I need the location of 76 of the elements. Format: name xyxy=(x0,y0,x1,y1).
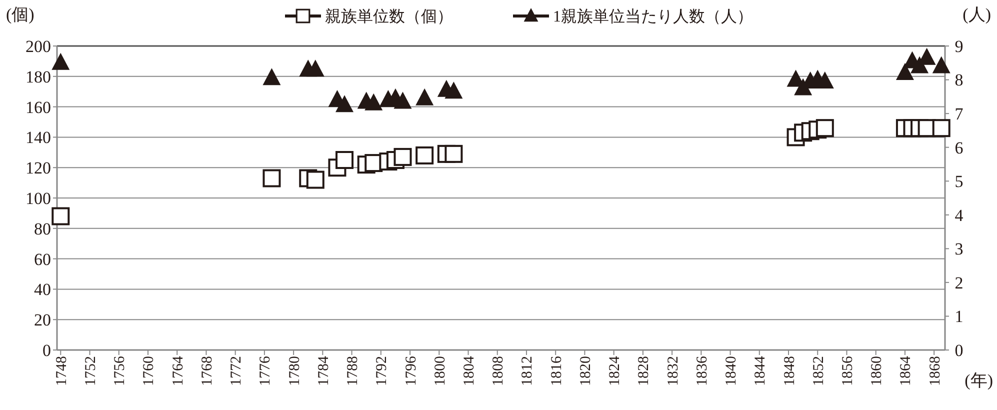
x-tick-label: 1772 xyxy=(228,356,245,386)
y-tick-label: 160 xyxy=(26,98,51,117)
x-tick-label: 1792 xyxy=(374,356,390,386)
x-tick-label: 1780 xyxy=(286,356,303,386)
x-tick-label: 1832 xyxy=(665,356,682,386)
y-tick-label: 40 xyxy=(34,280,51,300)
y2-tick-label: 4 xyxy=(954,206,964,225)
point xyxy=(444,82,463,99)
x-tick-label: 1848 xyxy=(782,356,798,386)
y2-tick-label: 7 xyxy=(954,104,964,124)
point xyxy=(336,151,354,169)
y2-tick-label: 1 xyxy=(954,307,964,326)
x-tick-label: 1820 xyxy=(578,356,594,386)
point xyxy=(262,68,281,86)
x-tick-label: 1808 xyxy=(490,356,507,386)
y-tick-label: 200 xyxy=(26,36,51,56)
y2-tick-label: 3 xyxy=(954,240,964,259)
point xyxy=(52,52,70,70)
point xyxy=(394,148,412,166)
x-tick-label: 1796 xyxy=(403,356,420,386)
y2-tick-label: 6 xyxy=(954,138,964,158)
x-tick-label: 1760 xyxy=(141,356,158,386)
point xyxy=(394,92,412,109)
point xyxy=(932,56,950,74)
x-tick-label: 1756 xyxy=(112,356,128,386)
point xyxy=(364,93,383,110)
x-tick-label: 1852 xyxy=(810,356,827,386)
point xyxy=(52,207,70,226)
legend-label: 1親族単位当たり人数（人） xyxy=(553,8,753,26)
x-tick-label: 1768 xyxy=(199,356,216,386)
point xyxy=(306,170,324,189)
y-tick-label: 0 xyxy=(42,340,51,360)
y-tick-label: 60 xyxy=(34,250,51,269)
y2-tick-label: 8 xyxy=(954,70,964,90)
x-tick-label: 1788 xyxy=(345,356,362,386)
x-tick-label: 1752 xyxy=(83,356,100,386)
y2-tick-label: 9 xyxy=(954,36,964,56)
y-tick-label: 140 xyxy=(26,128,51,148)
x-tick-label: 1800 xyxy=(432,356,448,386)
point xyxy=(416,88,434,106)
x-axis-title: (年) xyxy=(964,371,993,390)
legend-label: 親族単位数（個） xyxy=(325,8,453,26)
point xyxy=(262,169,281,188)
y2-tick-label: 0 xyxy=(954,340,964,360)
y-tick-label: 120 xyxy=(26,158,51,178)
x-tick-label: 1824 xyxy=(607,356,624,386)
y-tick-label: 20 xyxy=(34,310,51,330)
x-tick-label: 1764 xyxy=(170,356,186,386)
point xyxy=(444,144,463,163)
x-tick-label: 1816 xyxy=(548,356,565,386)
y-tick-label: 80 xyxy=(34,219,51,238)
point xyxy=(896,63,914,80)
x-tick-label: 1856 xyxy=(840,356,856,386)
y-tick-label: 100 xyxy=(26,188,51,208)
y-axis-title: (個) xyxy=(6,5,34,24)
y2-tick-label: 5 xyxy=(954,172,964,192)
point xyxy=(306,60,324,77)
x-tick-label: 1784 xyxy=(316,356,332,386)
x-tick-label: 1840 xyxy=(724,356,740,386)
x-tick-label: 1860 xyxy=(869,356,886,386)
y-tick-label: 180 xyxy=(26,67,51,86)
point xyxy=(416,146,434,164)
x-tick-label: 1776 xyxy=(258,356,274,386)
y2-axis-title: (人) xyxy=(962,5,991,24)
x-tick-label: 1864 xyxy=(898,356,914,386)
x-tick-label: 1812 xyxy=(520,356,536,386)
y2-tick-label: 2 xyxy=(954,273,964,292)
x-tick-label: 1828 xyxy=(636,356,652,386)
x-tick-label: 1844 xyxy=(752,356,769,386)
x-tick-label: 1804 xyxy=(461,356,478,386)
point xyxy=(336,95,354,112)
x-tick-label: 1868 xyxy=(927,356,944,386)
x-tick-label: 1836 xyxy=(694,356,710,386)
x-tick-label: 1748 xyxy=(54,356,70,386)
point xyxy=(932,119,950,138)
point xyxy=(816,119,834,138)
